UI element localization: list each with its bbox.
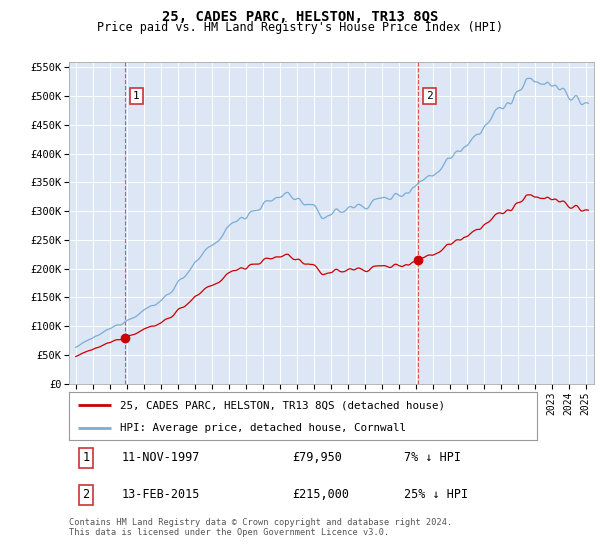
- Text: 13-FEB-2015: 13-FEB-2015: [122, 488, 200, 501]
- Text: HPI: Average price, detached house, Cornwall: HPI: Average price, detached house, Corn…: [121, 423, 406, 433]
- Text: £215,000: £215,000: [292, 488, 349, 501]
- Text: 25, CADES PARC, HELSTON, TR13 8QS (detached house): 25, CADES PARC, HELSTON, TR13 8QS (detac…: [121, 400, 445, 410]
- Text: 7% ↓ HPI: 7% ↓ HPI: [404, 451, 461, 464]
- Text: 1: 1: [133, 91, 140, 101]
- Text: 25% ↓ HPI: 25% ↓ HPI: [404, 488, 467, 501]
- Text: 2: 2: [82, 488, 89, 501]
- Text: 25, CADES PARC, HELSTON, TR13 8QS: 25, CADES PARC, HELSTON, TR13 8QS: [162, 10, 438, 24]
- Text: 1: 1: [82, 451, 89, 464]
- Text: Contains HM Land Registry data © Crown copyright and database right 2024.
This d: Contains HM Land Registry data © Crown c…: [69, 518, 452, 538]
- Text: 11-NOV-1997: 11-NOV-1997: [122, 451, 200, 464]
- Text: £79,950: £79,950: [292, 451, 342, 464]
- Text: 2: 2: [426, 91, 433, 101]
- Text: Price paid vs. HM Land Registry's House Price Index (HPI): Price paid vs. HM Land Registry's House …: [97, 21, 503, 34]
